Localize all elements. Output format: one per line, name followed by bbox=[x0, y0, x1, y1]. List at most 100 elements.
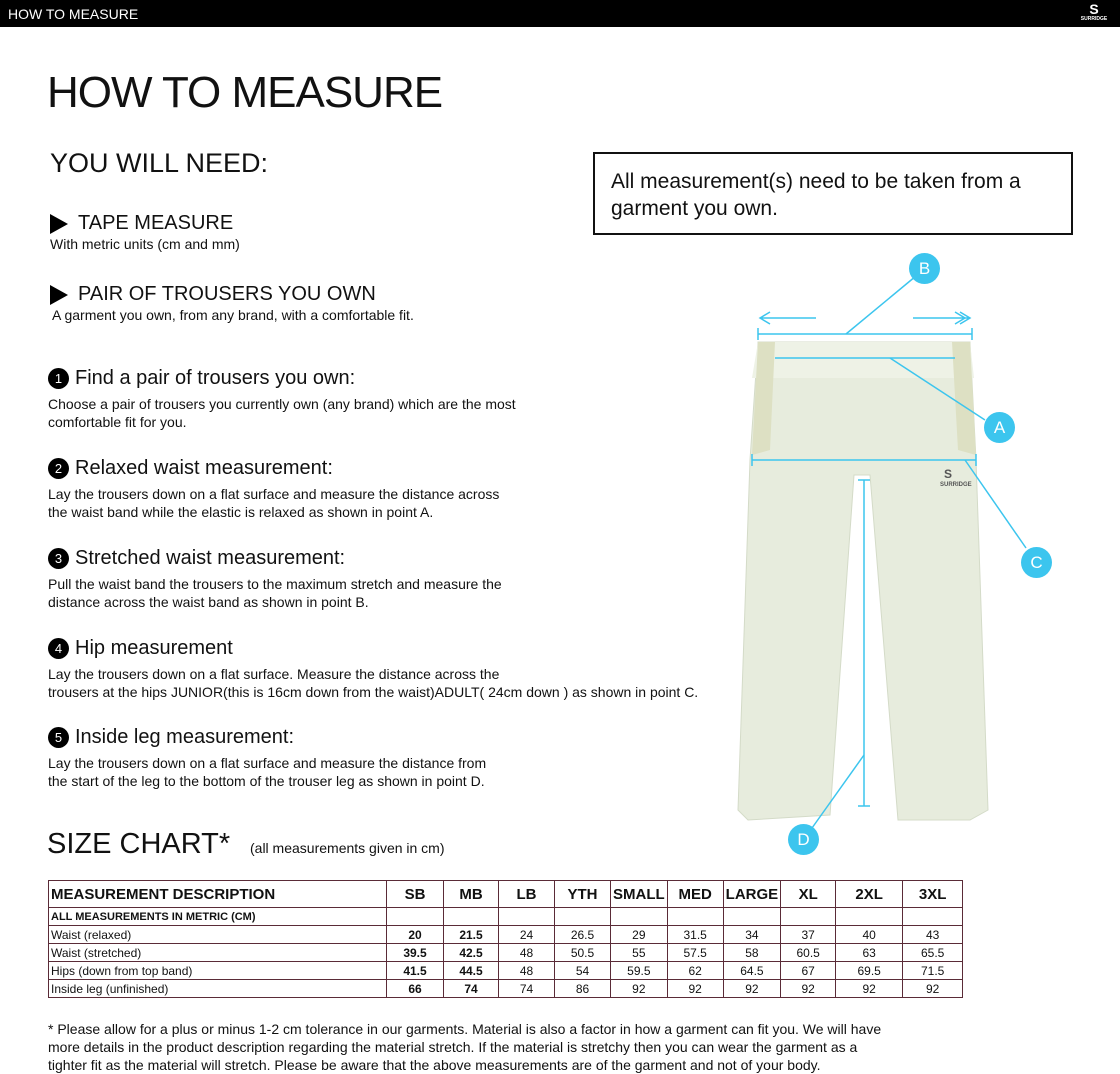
step-desc-line: Lay the trousers down on a flat surface … bbox=[48, 486, 500, 502]
step-number-icon: 1 bbox=[48, 368, 69, 390]
step-2: 2 Relaxed waist measurement: Lay the trou… bbox=[48, 457, 499, 521]
table-cell: 20 bbox=[386, 925, 444, 944]
play-triangle-icon bbox=[50, 213, 68, 234]
row-label: Hips (down from top band) bbox=[48, 961, 387, 980]
table-cell: 42.5 bbox=[443, 943, 499, 962]
top-bar: HOW TO MEASURE S SURRIDGE bbox=[0, 0, 1120, 27]
step-title: Find a pair of trousers you own: bbox=[75, 367, 356, 389]
step-title: Relaxed waist measurement: bbox=[75, 457, 333, 479]
table-cell: 67 bbox=[780, 961, 837, 980]
table-row: Waist (stretched) 39.5 42.5 48 50.5 55 57.5 58 6… bbox=[48, 943, 964, 962]
table-cell: 48 bbox=[498, 943, 555, 962]
row-label: Waist (relaxed) bbox=[48, 925, 387, 944]
table-cell: 39.5 bbox=[386, 943, 444, 962]
table-cell bbox=[498, 907, 555, 926]
step-number-icon: 4 bbox=[48, 638, 69, 660]
point-c-badge: C bbox=[1021, 547, 1052, 578]
table-cell: 26.5 bbox=[554, 925, 611, 944]
surridge-logo: S SURRIDGE bbox=[1080, 1, 1108, 22]
size-chart-note: (all measurements given in cm) bbox=[250, 840, 445, 856]
table-cell: 34 bbox=[722, 925, 782, 944]
need-item-title: PAIR OF TROUSERS YOU OWN bbox=[78, 283, 376, 305]
table-cell: 29 bbox=[610, 925, 668, 944]
table-cell: 2XL bbox=[835, 880, 904, 908]
step-number-icon: 5 bbox=[48, 727, 69, 749]
step-title: Inside leg measurement: bbox=[75, 726, 295, 748]
step-desc-line: Lay the trousers down on a flat surface … bbox=[48, 755, 487, 771]
table-cell: 44.5 bbox=[443, 961, 499, 980]
table-cell: 58 bbox=[722, 943, 782, 962]
table-cell: 74 bbox=[443, 979, 499, 998]
row-label: ALL MEASUREMENTS IN METRIC (CM) bbox=[48, 907, 387, 926]
table-cell: XL bbox=[780, 880, 837, 908]
table-cell: 48 bbox=[498, 961, 555, 980]
table-cell bbox=[835, 907, 904, 926]
table-cell bbox=[386, 907, 444, 926]
step-desc-line: comfortable fit for you. bbox=[48, 414, 187, 430]
table-cell: 31.5 bbox=[666, 925, 724, 944]
table-cell: 60.5 bbox=[780, 943, 837, 962]
table-cell: 66 bbox=[386, 979, 444, 998]
footer-note: * Please allow for a plus or minus 1-2 c… bbox=[48, 1020, 908, 1074]
table-cell: 92 bbox=[902, 979, 964, 998]
table-cell: 63 bbox=[835, 943, 904, 962]
table-row: Inside leg (unfinished) 66 74 74 86 92 92 92 92 9… bbox=[48, 979, 964, 998]
table-cell bbox=[780, 907, 837, 926]
step-number-icon: 3 bbox=[48, 548, 69, 570]
step-3: 3 Stretched waist measurement: Pull the w… bbox=[48, 547, 502, 611]
table-row: MEASUREMENT DESCRIPTION SB MB LB YTH SMALL MED… bbox=[48, 880, 964, 908]
table-cell: SMALL bbox=[610, 880, 668, 908]
footer-line: tighter fit as the material will stretch… bbox=[48, 1057, 821, 1073]
svg-text:S: S bbox=[944, 467, 952, 481]
table-cell: 40 bbox=[835, 925, 904, 944]
need-item: TAPE MEASURE With metric units (cm and m… bbox=[50, 212, 240, 253]
svg-text:SURRIDGE: SURRIDGE bbox=[940, 482, 972, 488]
point-a-badge: A bbox=[984, 412, 1015, 443]
step-desc-line: Lay the trousers down on a flat surface.… bbox=[48, 666, 500, 682]
step-desc-line: Choose a pair of trousers you currently … bbox=[48, 396, 516, 412]
table-cell: 54 bbox=[554, 961, 611, 980]
step-desc-line: the start of the leg to the bottom of th… bbox=[48, 773, 485, 789]
table-cell: YTH bbox=[554, 880, 611, 908]
row-label: Inside leg (unfinished) bbox=[48, 979, 387, 998]
step-4: 4 Hip measurement Lay the trousers down o… bbox=[48, 637, 698, 701]
need-item-title: TAPE MEASURE bbox=[78, 212, 234, 234]
trousers-diagram: SURRIDGE S bbox=[737, 275, 1027, 829]
table-row: Hips (down from top band) 41.5 44.5 48 54 59.… bbox=[48, 961, 964, 980]
table-cell: 71.5 bbox=[902, 961, 964, 980]
table-cell: 65.5 bbox=[902, 943, 964, 962]
table-row: ALL MEASUREMENTS IN METRIC (CM) bbox=[48, 907, 964, 926]
need-item-desc: With metric units (cm and mm) bbox=[50, 236, 240, 252]
table-cell: 55 bbox=[610, 943, 668, 962]
footer-line: * Please allow for a plus or minus 1-2 c… bbox=[48, 1021, 882, 1037]
table-cell bbox=[610, 907, 668, 926]
footer-line: more details in the product description … bbox=[48, 1039, 858, 1055]
step-title: Stretched waist measurement: bbox=[75, 547, 346, 569]
you-will-need-title: YOU WILL NEED: bbox=[50, 148, 269, 178]
table-cell: 59.5 bbox=[610, 961, 668, 980]
table-cell: MED bbox=[666, 880, 724, 908]
step-desc-line: Pull the waist band the trousers to the … bbox=[48, 576, 502, 592]
table-cell: 74 bbox=[498, 979, 555, 998]
step-1: 1 Find a pair of trousers you own: Choose… bbox=[48, 367, 516, 431]
table-cell bbox=[443, 907, 499, 926]
table-row: Waist (relaxed) 20 21.5 24 26.5 29 31.5 34 37 40 4… bbox=[48, 925, 964, 944]
table-cell bbox=[902, 907, 964, 926]
play-triangle-icon bbox=[50, 284, 68, 305]
table-cell bbox=[666, 907, 724, 926]
table-cell: 41.5 bbox=[386, 961, 444, 980]
note-box: All measurement(s) need to be taken from… bbox=[593, 152, 1073, 235]
row-label: MEASUREMENT DESCRIPTION bbox=[48, 880, 387, 908]
table-cell: LB bbox=[498, 880, 555, 908]
table-cell: 92 bbox=[835, 979, 904, 998]
table-cell: 62 bbox=[666, 961, 724, 980]
row-label: Waist (stretched) bbox=[48, 943, 387, 962]
table-cell: 50.5 bbox=[554, 943, 611, 962]
table-cell bbox=[722, 907, 782, 926]
table-cell: LARGE bbox=[722, 880, 782, 908]
table-cell: 37 bbox=[780, 925, 837, 944]
table-cell: 92 bbox=[780, 979, 837, 998]
top-bar-title: HOW TO MEASURE bbox=[8, 6, 139, 22]
point-b-badge: B bbox=[909, 253, 940, 284]
step-5: 5 Inside leg measurement: Lay the trouser… bbox=[48, 726, 486, 790]
